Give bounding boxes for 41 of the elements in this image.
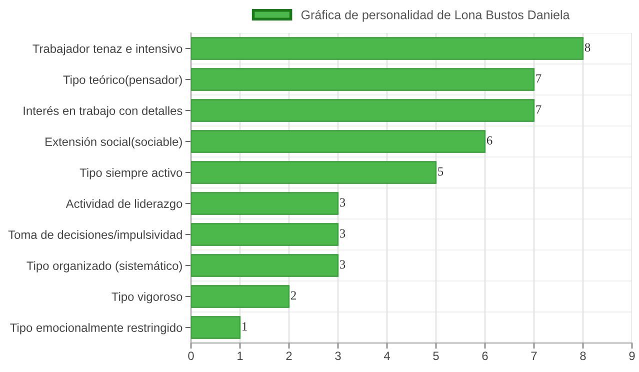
bar — [191, 223, 339, 246]
y-tick-label: Interés en trabajo con detalles — [24, 106, 182, 118]
x-tick-label: 3 — [335, 352, 341, 360]
y-tick-label: Trabajador tenaz e intensivo — [32, 44, 182, 56]
data-label: 5 — [438, 167, 444, 176]
y-tick-label: Tipo organizado (sistemático) — [26, 261, 182, 272]
y-tick-label: Tipo siempre activo — [80, 168, 182, 180]
bar — [191, 254, 339, 277]
x-tick-label: 9 — [629, 352, 635, 360]
x-tick-label: 2 — [286, 352, 292, 360]
data-label: 3 — [340, 260, 346, 269]
bar — [191, 37, 584, 60]
x-tick-label: 6 — [482, 352, 488, 360]
y-tick-label: Actividad de liderazgo — [66, 199, 182, 210]
data-label: 8 — [584, 43, 590, 52]
y-tick-label: Tipo vigoroso — [112, 292, 182, 304]
x-tick-label: 5 — [433, 352, 439, 360]
x-tick-label: 1 — [238, 352, 243, 360]
y-tick-label: Tipo teórico(pensador) — [63, 75, 182, 86]
bar — [191, 130, 486, 153]
y-tick-label: Tipo emocionalmente restringido — [10, 323, 182, 334]
legend-label: Gráfica de personalidad de Lona Bustos Daniela — [301, 10, 570, 22]
data-label: 1 — [242, 322, 247, 331]
x-tick-label: 7 — [531, 352, 537, 360]
data-label: 7 — [536, 105, 542, 114]
y-tick-label: Toma de decisiones/impulsividad — [8, 230, 182, 242]
data-label: 6 — [486, 136, 492, 145]
x-tick-label: 0 — [188, 352, 194, 360]
bar — [191, 192, 339, 215]
bar — [191, 161, 437, 184]
data-label: 7 — [536, 74, 542, 83]
x-tick-label: 8 — [580, 352, 586, 360]
bar — [191, 316, 241, 339]
data-label: 3 — [340, 229, 346, 238]
bar — [191, 68, 535, 91]
bar — [191, 99, 535, 122]
x-tick-label: 4 — [384, 352, 390, 360]
bar — [191, 285, 290, 308]
data-label: 3 — [340, 198, 346, 207]
y-tick-label: Extensión social(sociable) — [46, 137, 182, 148]
data-label: 2 — [290, 291, 296, 300]
